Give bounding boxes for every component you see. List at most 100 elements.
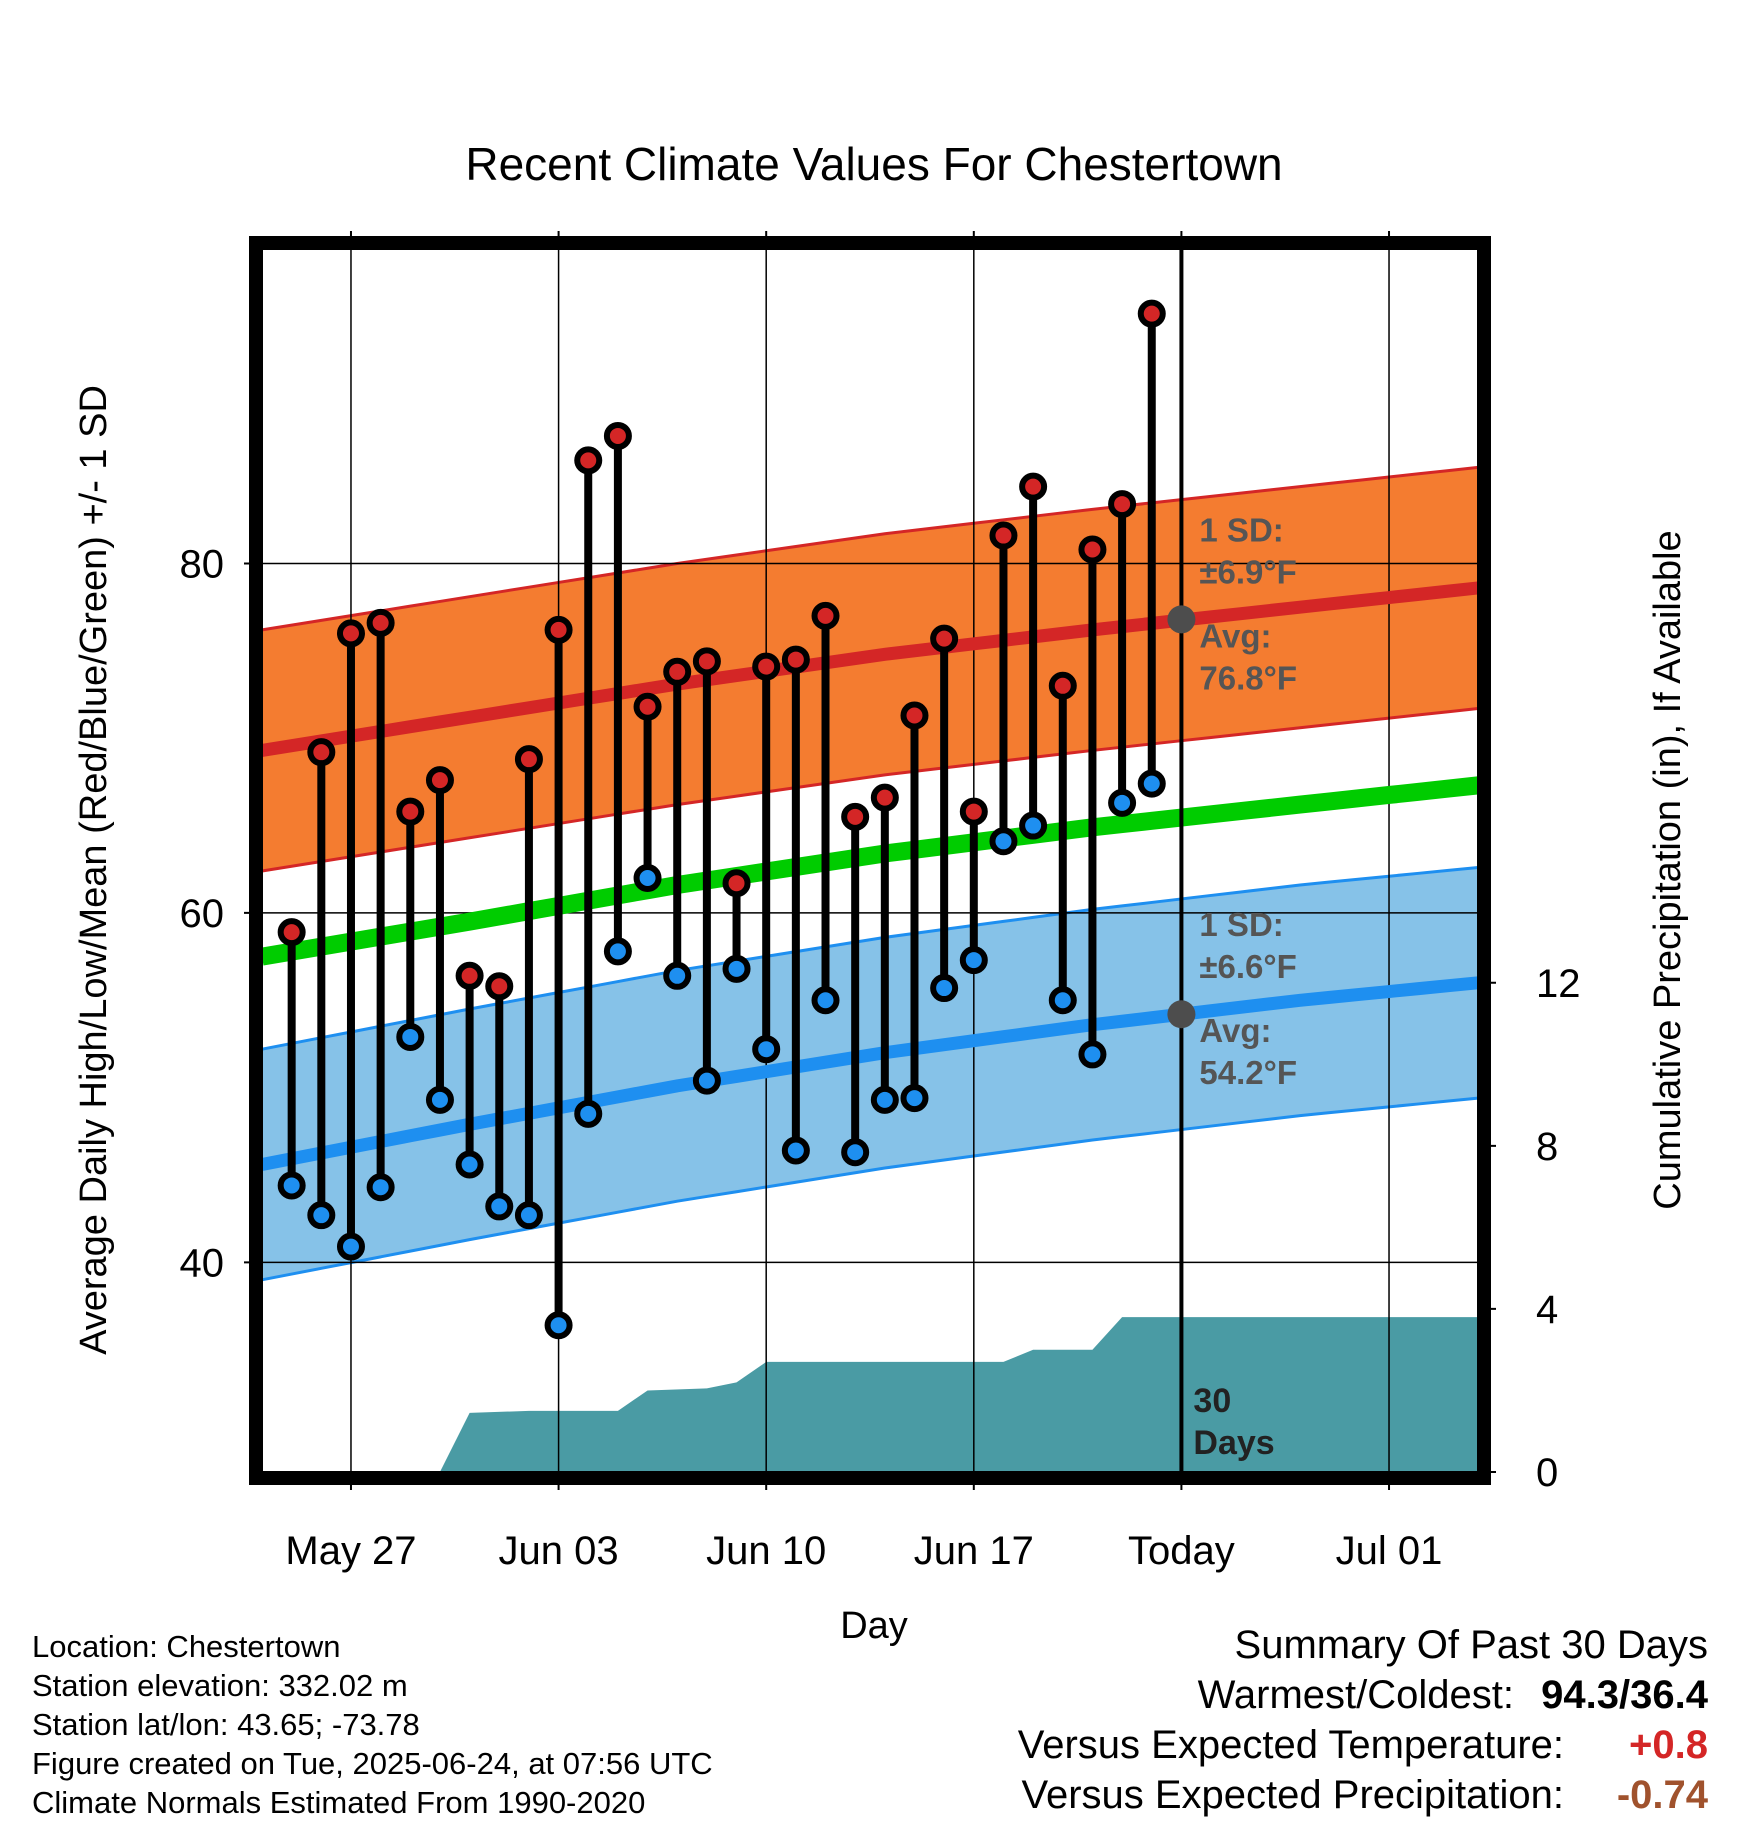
daily-low-point	[396, 1022, 425, 1051]
y-tick-label: 80	[180, 542, 225, 586]
daily-low-point	[663, 961, 692, 990]
daily-low-point	[1048, 986, 1077, 1015]
daily-low-point	[1108, 788, 1137, 817]
daily-low-point	[959, 946, 988, 975]
daily-high-point	[425, 766, 454, 795]
normal-low-line	[260, 976, 1479, 1171]
daily-high-point	[841, 802, 870, 831]
low-sd-band	[262, 867, 1478, 1280]
daily-low-point	[633, 863, 662, 892]
low-avg-value: 54.2°F	[1199, 1054, 1297, 1091]
high-sd-band	[262, 467, 1478, 871]
precip-label: Versus Expected Precipitation:	[1021, 1773, 1564, 1817]
daily-low-point	[603, 937, 632, 966]
y2-tick-label: 4	[1536, 1288, 1558, 1332]
daily-high-point	[722, 869, 751, 898]
daily-low-point	[841, 1138, 870, 1167]
daily-low-point	[1078, 1040, 1107, 1069]
daily-low-point	[425, 1085, 454, 1114]
daily-high-point	[989, 521, 1018, 550]
daily-low-point	[870, 1085, 899, 1114]
daily-high-point	[277, 918, 306, 947]
daily-high-point	[366, 608, 395, 637]
high-avg-value: 76.8°F	[1199, 659, 1297, 696]
location-text: Location: Chestertown	[32, 1629, 341, 1664]
low-band-upper-edge	[261, 865, 1479, 1051]
daily-low-point	[692, 1066, 721, 1095]
daily-low-point	[574, 1099, 603, 1128]
latlon-text: Station lat/lon: 43.65; -73.78	[32, 1707, 420, 1742]
daily-high-point	[752, 652, 781, 681]
high-band-lower-edge	[261, 707, 1479, 873]
daily-low-point	[752, 1035, 781, 1064]
daily-high-point	[485, 972, 514, 1001]
summary-panel: Summary Of Past 30 Days Warmest/Coldest:…	[1018, 1620, 1708, 1820]
days-count-label: 30	[1193, 1382, 1231, 1420]
station-info: Location: Chestertown Station elevation:…	[32, 1627, 713, 1822]
normal-mean-line	[260, 776, 1479, 966]
daily-low-point	[1137, 769, 1166, 798]
x-axis-label: Day	[840, 1605, 908, 1647]
extremes-value: 94.3/36.4	[1541, 1673, 1708, 1717]
y2-axis-label: Cumulative Precipitation (in), If Availa…	[1647, 530, 1689, 1209]
days-unit-label: Days	[1193, 1424, 1274, 1462]
daily-low-point	[722, 954, 751, 983]
daily-low-point	[544, 1311, 573, 1340]
daily-high-point	[870, 783, 899, 812]
daily-low-point	[930, 974, 959, 1003]
y2-tick-label: 12	[1536, 962, 1581, 1006]
daily-high-point	[1019, 472, 1048, 501]
high-sd-label: 1 SD:	[1199, 511, 1283, 548]
summary-title: Summary Of Past 30 Days	[1234, 1623, 1708, 1667]
daily-low-point	[307, 1201, 336, 1230]
daily-low-point	[455, 1150, 484, 1179]
x-tick-label: Jun 10	[706, 1529, 826, 1573]
daily-low-point	[336, 1232, 365, 1261]
daily-high-point	[663, 657, 692, 686]
created-text: Figure created on Tue, 2025-06-24, at 07…	[32, 1746, 713, 1781]
daily-high-point	[307, 738, 336, 767]
daily-high-point	[781, 645, 810, 674]
daily-high-point	[811, 601, 840, 630]
precip-value: -0.74	[1616, 1773, 1708, 1817]
y-tick-label: 40	[180, 1241, 225, 1285]
daily-high-point	[455, 961, 484, 990]
daily-high-point	[1137, 299, 1166, 328]
daily-high-point	[514, 745, 543, 774]
plot-area: 1 SD: ±6.9°F Avg: 76.8°F 1 SD: ±6.6°F Avg: 54.2…	[180, 231, 1581, 1573]
daily-low-point	[900, 1084, 929, 1113]
daily-high-point	[930, 624, 959, 653]
daily-high-point	[959, 797, 988, 826]
daily-high-point	[1078, 535, 1107, 564]
x-tick-label: Jun 03	[499, 1529, 619, 1573]
daily-high-point	[633, 692, 662, 721]
daily-high-point	[1048, 671, 1077, 700]
daily-low-point	[366, 1173, 395, 1202]
low-avg-label: Avg:	[1199, 1012, 1271, 1049]
summary-temp: Versus Expected Temperature: +0.8	[1018, 1720, 1708, 1770]
y2-tick-label: 0	[1536, 1451, 1558, 1495]
y-axis-label: Average Daily High/Low/Mean (Red/Blue/Gr…	[73, 385, 115, 1355]
chart-title: Recent Climate Values For Chestertown	[465, 138, 1282, 190]
daily-high-point	[692, 647, 721, 676]
temp-value: +0.8	[1629, 1723, 1708, 1767]
x-tick-label: Today	[1128, 1529, 1235, 1573]
daily-low-point	[989, 827, 1018, 856]
elevation-text: Station elevation: 332.02 m	[32, 1668, 408, 1703]
x-tick-label: Jul 01	[1336, 1529, 1443, 1573]
daily-high-point	[396, 797, 425, 826]
x-tick-label: Jun 17	[914, 1529, 1034, 1573]
daily-low-point	[485, 1192, 514, 1221]
daily-low-point	[277, 1171, 306, 1200]
plot-frame	[249, 236, 1491, 1485]
daily-low-point	[811, 986, 840, 1015]
daily-low-point	[781, 1136, 810, 1165]
precip-area	[439, 1317, 1479, 1472]
low-sd-value: ±6.6°F	[1199, 948, 1296, 985]
extremes-label: Warmest/Coldest:	[1197, 1673, 1514, 1717]
daily-high-point	[574, 446, 603, 475]
summary-precip: Versus Expected Precipitation: -0.74	[1018, 1770, 1708, 1820]
today-high-avg-marker	[1167, 605, 1196, 634]
high-band-upper-edge	[261, 465, 1479, 632]
